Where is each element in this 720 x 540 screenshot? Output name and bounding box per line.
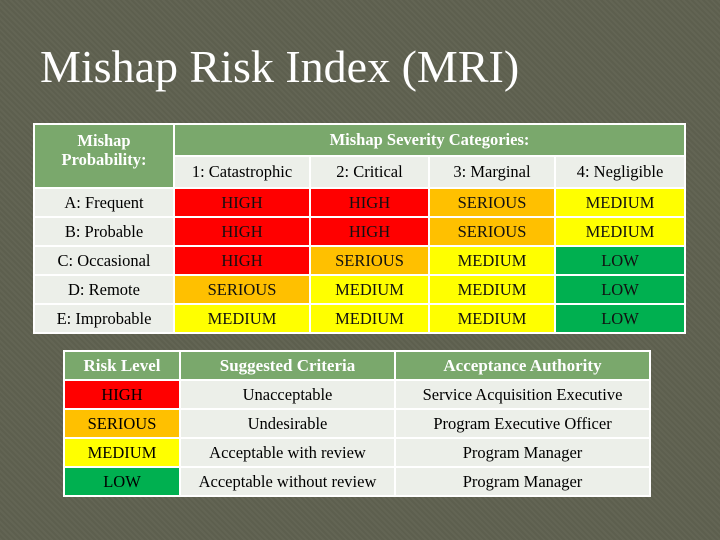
risk-cell: MEDIUM	[556, 218, 684, 245]
probability-label: A: Frequent	[35, 189, 173, 216]
risk-cell: MEDIUM	[311, 276, 428, 303]
risk-cell: LOW	[556, 247, 684, 274]
suggested-criteria-cell: Acceptable without review	[181, 468, 394, 495]
page-title: Mishap Risk Index (MRI)	[40, 41, 520, 92]
severity-category: 1: Catastrophic	[175, 157, 309, 187]
suggested-criteria-cell: Unacceptable	[181, 381, 394, 408]
risk-cell: MEDIUM	[430, 247, 554, 274]
matrix-row: E: Improbable MEDIUM MEDIUM MEDIUM LOW	[35, 305, 684, 332]
probability-label: B: Probable	[35, 218, 173, 245]
severity-category: 3: Marginal	[430, 157, 554, 187]
criteria-header-acceptance-authority: Acceptance Authority	[396, 352, 649, 379]
acceptance-authority-cell: Program Manager	[396, 468, 649, 495]
risk-cell: MEDIUM	[175, 305, 309, 332]
criteria-row: LOW Acceptable without review Program Mana…	[65, 468, 649, 495]
matrix-row: B: Probable HIGH HIGH SERIOUS MEDIUM	[35, 218, 684, 245]
risk-cell: MEDIUM	[556, 189, 684, 216]
risk-cell: LOW	[556, 305, 684, 332]
suggested-criteria-cell: Undesirable	[181, 410, 394, 437]
risk-cell: SERIOUS	[311, 247, 428, 274]
risk-cell: HIGH	[175, 247, 309, 274]
risk-level-cell: MEDIUM	[65, 439, 179, 466]
risk-cell: HIGH	[175, 189, 309, 216]
criteria-header-suggested-criteria: Suggested Criteria	[181, 352, 394, 379]
probability-header: Mishap Probability:	[35, 125, 173, 187]
risk-level-cell: SERIOUS	[65, 410, 179, 437]
suggested-criteria-cell: Acceptable with review	[181, 439, 394, 466]
severity-category: 2: Critical	[311, 157, 428, 187]
criteria-row: MEDIUM Acceptable with review Program Mana…	[65, 439, 649, 466]
risk-level-cell: HIGH	[65, 381, 179, 408]
risk-cell: HIGH	[175, 218, 309, 245]
criteria-header-risk-level: Risk Level	[65, 352, 179, 379]
risk-level-cell: LOW	[65, 468, 179, 495]
probability-label: D: Remote	[35, 276, 173, 303]
matrix-row: D: Remote SERIOUS MEDIUM MEDIUM LOW	[35, 276, 684, 303]
risk-cell: LOW	[556, 276, 684, 303]
risk-criteria-table: Risk Level Suggested Criteria Acceptance…	[63, 350, 651, 497]
risk-cell: SERIOUS	[175, 276, 309, 303]
probability-label: C: Occasional	[35, 247, 173, 274]
risk-cell: HIGH	[311, 218, 428, 245]
severity-header: Mishap Severity Categories:	[175, 125, 684, 155]
risk-cell: MEDIUM	[430, 276, 554, 303]
risk-cell: SERIOUS	[430, 218, 554, 245]
risk-cell: MEDIUM	[311, 305, 428, 332]
acceptance-authority-cell: Program Manager	[396, 439, 649, 466]
risk-cell: SERIOUS	[430, 189, 554, 216]
severity-category: 4: Negligible	[556, 157, 684, 187]
risk-cell: HIGH	[311, 189, 428, 216]
risk-cell: MEDIUM	[430, 305, 554, 332]
acceptance-authority-cell: Service Acquisition Executive	[396, 381, 649, 408]
acceptance-authority-cell: Program Executive Officer	[396, 410, 649, 437]
criteria-row: SERIOUS Undesirable Program Executive Offi…	[65, 410, 649, 437]
probability-label: E: Improbable	[35, 305, 173, 332]
criteria-row: HIGH Unacceptable Service Acquisition Exec…	[65, 381, 649, 408]
matrix-row: C: Occasional HIGH SERIOUS MEDIUM LOW	[35, 247, 684, 274]
matrix-row: A: Frequent HIGH HIGH SERIOUS MEDIUM	[35, 189, 684, 216]
mishap-risk-matrix: Mishap Probability: Mishap Severity Cate…	[33, 123, 686, 334]
